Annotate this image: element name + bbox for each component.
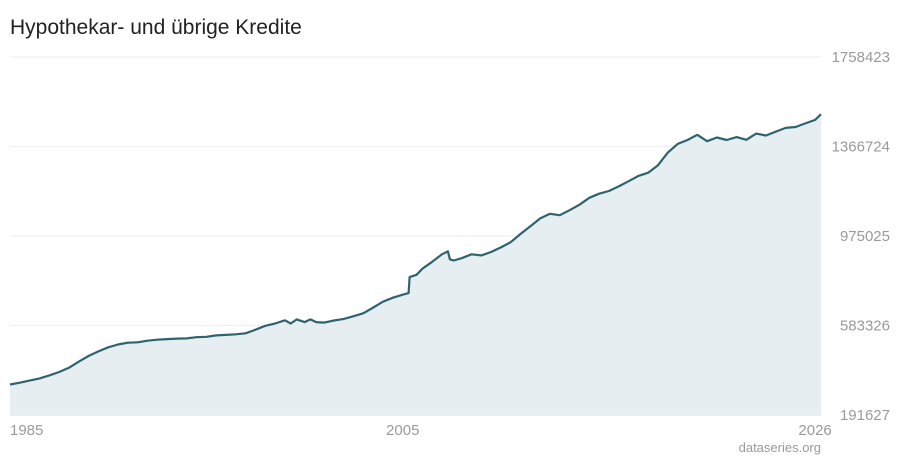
x-tick-label: 2026 — [798, 422, 831, 439]
y-tick-label: 975025 — [840, 228, 890, 245]
y-tick-label: 191627 — [840, 407, 890, 424]
y-axis: 1758423 1366724 975025 583326 191627 — [832, 49, 890, 424]
source-label: dataseries.org — [738, 440, 821, 455]
chart-title: Hypothekar- und übrige Kredite — [10, 16, 302, 39]
y-tick-label: 1366724 — [832, 139, 890, 156]
series-line — [9, 113, 822, 386]
x-tick-label: 2005 — [386, 422, 419, 439]
series-area — [10, 114, 821, 415]
y-tick-label: 1758423 — [832, 49, 890, 66]
x-tick-label: 1985 — [10, 422, 43, 439]
y-tick-label: 583326 — [840, 318, 890, 335]
x-axis: 1985 2005 2026 — [10, 422, 832, 439]
